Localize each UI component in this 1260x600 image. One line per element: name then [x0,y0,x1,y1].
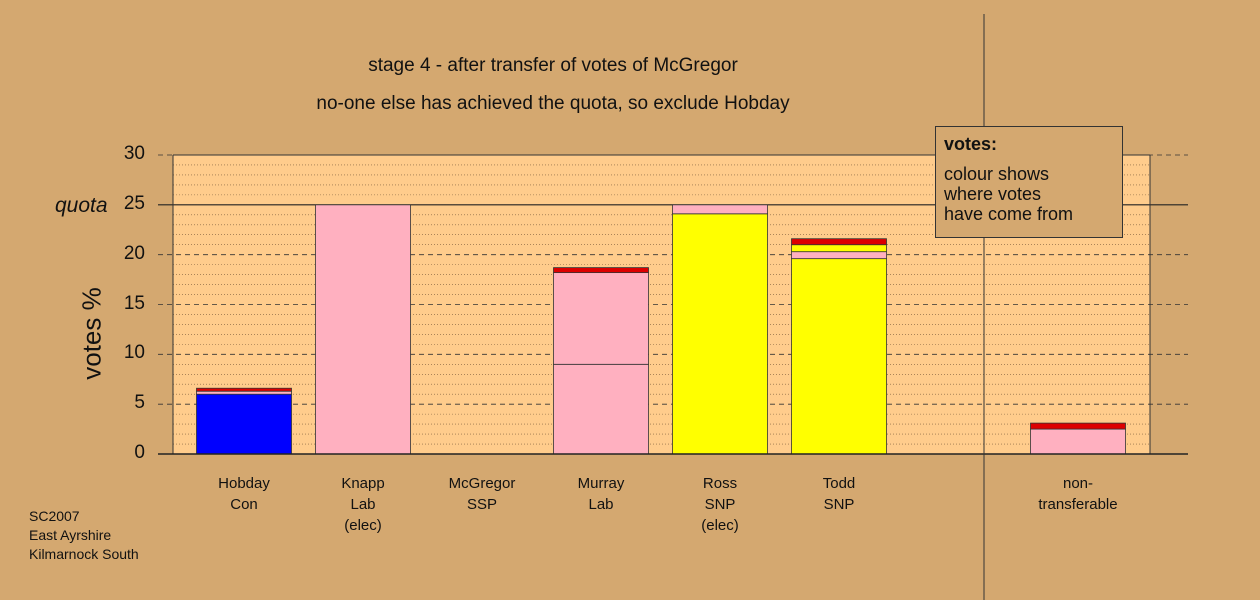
category-label-line: SSP [466,496,497,513]
category-label-line: Lab [588,496,614,513]
chart-subtitle: no-one else has achieved the quota, so e… [316,93,790,114]
bar-segment-5-1 [791,251,887,260]
category-label: non-transferable [1018,473,1138,515]
source-note-line-1: SC2007 [29,508,80,524]
y-tick-label: 5 [134,392,145,414]
source-note: SC2007 East Ayrshire Kilmarnock South [29,507,139,564]
bar-segment-6-1 [1030,422,1126,430]
legend-box: votes: colour shows where votes have com… [935,126,1123,238]
category-label: Murray Lab [541,473,661,515]
bar-segment-5-0 [791,258,887,455]
category-label: Knapp Lab (elec) [303,473,423,536]
category-label-line: SNP [823,496,855,513]
bar-segment-4-0 [672,213,768,455]
bar-segment-5-2 [791,244,887,253]
bar-segment-4-1 [672,204,768,215]
source-note-line-3: Kilmarnock South [29,546,139,562]
bar-segment-3-0 [553,363,649,455]
bar-segment-0-1 [196,390,292,395]
category-label: Ross SNP (elec) [660,473,780,536]
category-label-line: Murray [577,475,625,492]
legend-line-3: have come from [944,204,1074,224]
category-label-line: Knapp [341,475,385,492]
y-tick-label: 0 [134,442,145,463]
bar-segment-5-3 [791,238,887,246]
legend-line-2: where votes [944,184,1042,204]
source-note-line-2: East Ayrshire [29,527,112,543]
category-label-line: McGregor [448,475,516,492]
category-label: Hobday Con [184,473,304,515]
y-tick-label: 25 [123,192,145,214]
y-tick-label: 30 [123,143,145,164]
bar-segment-3-2 [553,267,649,274]
bar-segment-0-0 [196,393,292,455]
category-label-line: Hobday [218,475,270,492]
category-label: McGregor SSP [422,473,542,515]
legend-line-1: colour shows [944,164,1050,184]
category-label-line: (elec) [701,517,739,534]
y-tick-label: 15 [123,292,145,314]
category-label-line: Ross [702,475,738,492]
bar-segment-6-0 [1030,428,1126,455]
category-label-line: Todd [822,475,856,492]
bar-segment-1-0 [315,204,411,455]
y-axis-label: votes % [76,287,107,380]
y-tick-label: 20 [123,242,145,264]
legend-title: votes: [944,134,998,154]
category-label-line: Lab [350,496,376,513]
category-label-line: transferable [1038,496,1118,513]
category-label-line: SNP [704,496,736,513]
category-label-line: Con [230,496,258,513]
category-label-line: (elec) [344,517,382,534]
chart-title: stage 4 - after transfer of votes of McG… [368,55,738,76]
quota-label: quota [55,194,108,217]
category-label: Todd SNP [779,473,899,515]
y-tick-label: 10 [123,342,145,364]
bar-segment-0-2 [196,387,292,392]
category-label-line: non- [1062,475,1094,492]
bar-segment-3-1 [553,272,649,365]
